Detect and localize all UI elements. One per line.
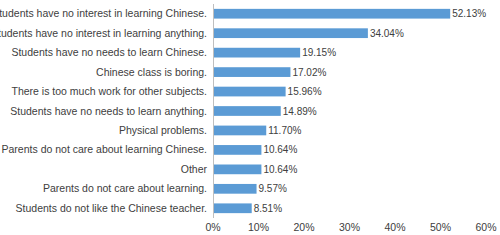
tick-label: 20% [293,221,314,233]
tick-label: 40% [384,221,405,233]
bar [213,203,252,213]
data-label: 19.15% [302,47,336,58]
data-label: 14.89% [283,106,317,117]
category-label: Physical problems. [119,124,207,136]
bar [213,67,290,77]
tick-label: 0% [205,221,220,233]
category-label: Parents do not care about learning Chine… [2,143,207,155]
category-label: Chinese class is boring. [96,66,207,78]
bar [213,48,300,58]
data-label: 10.64% [263,164,297,175]
bars [213,9,450,213]
bar [213,9,450,19]
tick-label: 50% [430,221,451,233]
data-label: 10.64% [263,144,297,155]
category-label: There is too much work for other subject… [12,85,208,97]
category-label: Students have no needs to learn anything… [10,105,207,117]
category-label: Parents do not care about learning. [43,182,207,194]
data-label: 15.96% [288,86,322,97]
bar [213,106,281,116]
data-label: 8.51% [254,203,282,214]
tick-label: 10% [248,221,269,233]
tick-label: 60% [475,221,496,233]
data-label: 11.70% [268,125,301,136]
data-label: 34.04% [370,28,404,39]
bar [213,184,257,194]
category-label: Students do not like the Chinese teacher… [16,202,207,214]
tick-label: 30% [339,221,360,233]
data-label: 9.57% [259,183,287,194]
data-label: 17.02% [292,67,326,78]
chart: Students have no interest in learning Ch… [0,0,500,235]
category-label: Students have no interest in learning Ch… [0,7,207,19]
category-label: Students have no needs to learn Chinese. [11,46,207,58]
bar [213,28,368,38]
data-label: 52.13% [452,8,486,19]
category-label: Other [181,163,208,175]
bar [213,165,261,175]
category-label: Students have no interest in learning an… [0,27,207,39]
bar [213,126,266,136]
axis-line [213,4,214,218]
bar [213,145,261,155]
bar [213,87,286,97]
